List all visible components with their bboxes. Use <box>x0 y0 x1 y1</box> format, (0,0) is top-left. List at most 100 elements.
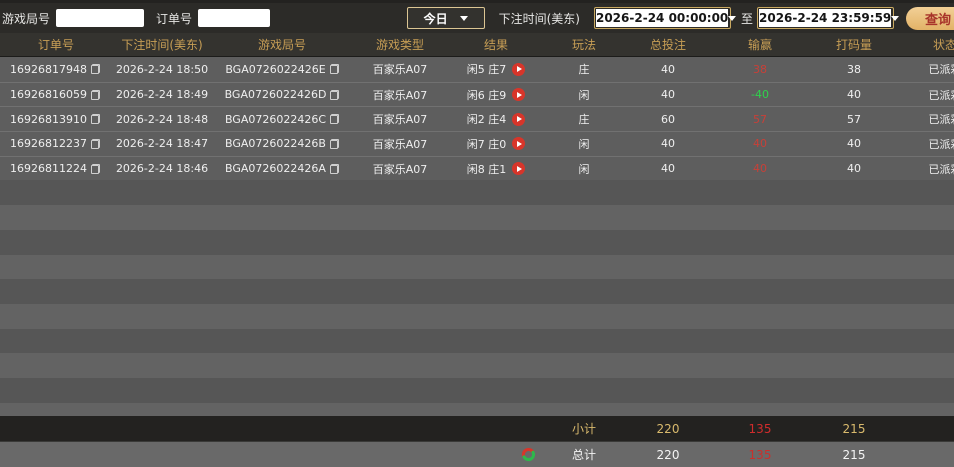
bet-time-value: 2026-2-24 18:50 <box>115 62 209 76</box>
date-from-select[interactable]: 2026-2-24 00:00:00 <box>593 7 737 29</box>
turnover-value: 38 <box>847 62 861 76</box>
copy-icon[interactable] <box>330 89 340 100</box>
play-replay-icon[interactable] <box>512 162 526 176</box>
grand-total-win-loss: 135 <box>748 447 772 462</box>
to-label: 至 <box>740 11 753 26</box>
turnover-value: 40 <box>847 162 861 176</box>
period-selected-value: 今日 <box>423 11 448 26</box>
subtotal-row: 小计 220 135 215 <box>0 416 954 441</box>
play-replay-icon[interactable] <box>512 112 526 126</box>
header-round-id: 游戏局号 <box>257 38 306 52</box>
status-value: 已派彩 <box>928 63 954 77</box>
grand-total-row: 总计 220 135 215 <box>0 441 954 467</box>
empty-row <box>0 254 954 280</box>
play-replay-icon[interactable] <box>512 137 526 151</box>
grand-total-turnover: 215 <box>842 447 866 462</box>
header-order-id: 订单号 <box>37 38 74 52</box>
copy-icon[interactable] <box>90 114 100 125</box>
copy-icon[interactable] <box>329 163 339 174</box>
total-bet-value: 40 <box>661 162 675 176</box>
grand-total-label: 总计 <box>571 448 596 462</box>
subtotal-turnover: 215 <box>842 421 866 436</box>
win-loss-value: 40 <box>753 162 767 176</box>
date-from-arrow-zone[interactable] <box>728 15 737 21</box>
order-id-value: 16926816059 <box>10 88 87 102</box>
total-bet-value: 40 <box>661 62 675 76</box>
turnover-value: 40 <box>847 88 861 102</box>
turnover-value: 40 <box>847 137 861 151</box>
win-loss-value: 40 <box>753 137 767 151</box>
round-id-value: BGA0726022426E <box>225 62 326 76</box>
filter-bar: 游戏局号 订单号 今日 下注时间(美东) 2026-2-24 00:00:00 … <box>0 0 954 33</box>
table-row: 16926813910 2026-2-24 18:48 BGA072602242… <box>0 106 954 132</box>
table-body: 16926817948 2026-2-24 18:50 BGA072602242… <box>0 57 954 416</box>
result-value: 闲8 庄1 <box>466 162 507 176</box>
game-type-value: 百家乐A07 <box>372 162 428 176</box>
header-total-bet: 总投注 <box>649 38 686 52</box>
header-result: 结果 <box>483 38 508 52</box>
round-id-value: BGA0726022426A <box>225 162 326 176</box>
game-type-value: 百家乐A07 <box>372 88 428 102</box>
status-value: 已派彩 <box>928 162 954 176</box>
table-row: 16926816059 2026-2-24 18:49 BGA072602242… <box>0 81 954 107</box>
empty-row <box>0 279 954 304</box>
status-value: 已派彩 <box>928 137 954 151</box>
empty-row <box>0 328 954 354</box>
empty-row <box>0 205 954 230</box>
table-row: 16926811224 2026-2-24 18:46 BGA072602242… <box>0 155 954 181</box>
period-select[interactable]: 今日 <box>406 7 485 29</box>
total-bet-value: 40 <box>661 137 675 151</box>
header-turnover: 打码量 <box>835 38 872 52</box>
game-type-value: 百家乐A07 <box>372 63 428 77</box>
bet-time-label: 下注时间(美东) <box>498 11 580 26</box>
header-game-type: 游戏类型 <box>375 38 424 52</box>
play-replay-icon[interactable] <box>512 62 526 76</box>
table-header-row: 订单号 下注时间(美东) 游戏局号 游戏类型 结果 玩法 总投注 输赢 打码量 … <box>0 33 954 57</box>
bet-time-value: 2026-2-24 18:47 <box>115 137 209 151</box>
date-from-value: 2026-2-24 00:00:00 <box>595 9 729 27</box>
copy-icon[interactable] <box>329 64 339 75</box>
play-replay-icon[interactable] <box>512 88 526 102</box>
empty-row <box>0 353 954 378</box>
table-row: 16926817948 2026-2-24 18:50 BGA072602242… <box>0 57 954 82</box>
game-type-value: 百家乐A07 <box>372 137 428 151</box>
copy-icon[interactable] <box>329 138 339 149</box>
subtotal-win-loss: 135 <box>748 421 772 436</box>
header-bet-time: 下注时间(美东) <box>121 38 203 52</box>
total-bet-value: 40 <box>661 88 675 102</box>
subtotal-label: 小计 <box>571 422 596 436</box>
win-loss-value: -40 <box>751 88 769 102</box>
empty-row <box>0 180 954 206</box>
play-value: 庄 <box>578 63 590 77</box>
empty-row <box>0 402 954 416</box>
empty-row <box>0 377 954 403</box>
copy-icon[interactable] <box>90 89 100 100</box>
red-green-sync-icon[interactable] <box>521 447 536 462</box>
copy-icon[interactable] <box>330 114 340 125</box>
query-button[interactable]: 查询 <box>906 6 954 30</box>
copy-icon[interactable] <box>90 138 100 149</box>
win-loss-value: 38 <box>753 62 767 76</box>
status-value: 已派彩 <box>928 88 954 102</box>
bet-time-value: 2026-2-24 18:49 <box>115 88 209 102</box>
order-number-input[interactable] <box>198 9 271 27</box>
order-id-value: 16926812237 <box>10 137 87 151</box>
grand-total-bet: 220 <box>656 447 680 462</box>
table-row: 16926812237 2026-2-24 18:47 BGA072602242… <box>0 131 954 156</box>
copy-icon[interactable] <box>90 163 100 174</box>
play-value: 庄 <box>578 113 590 127</box>
chevron-down-icon <box>891 15 900 21</box>
game-type-value: 百家乐A07 <box>372 113 428 127</box>
win-loss-value: 57 <box>753 112 767 126</box>
empty-row <box>0 303 954 329</box>
header-win-loss: 输赢 <box>747 38 772 52</box>
date-to-arrow-zone[interactable] <box>891 15 900 21</box>
game-round-input[interactable] <box>56 9 145 27</box>
copy-icon[interactable] <box>90 64 100 75</box>
date-to-value: 2026-2-24 23:59:59 <box>759 9 892 27</box>
round-id-value: BGA0726022426C <box>224 112 327 126</box>
chevron-down-icon <box>728 15 737 21</box>
date-to-select[interactable]: 2026-2-24 23:59:59 <box>757 7 900 29</box>
bet-time-value: 2026-2-24 18:46 <box>115 162 209 176</box>
